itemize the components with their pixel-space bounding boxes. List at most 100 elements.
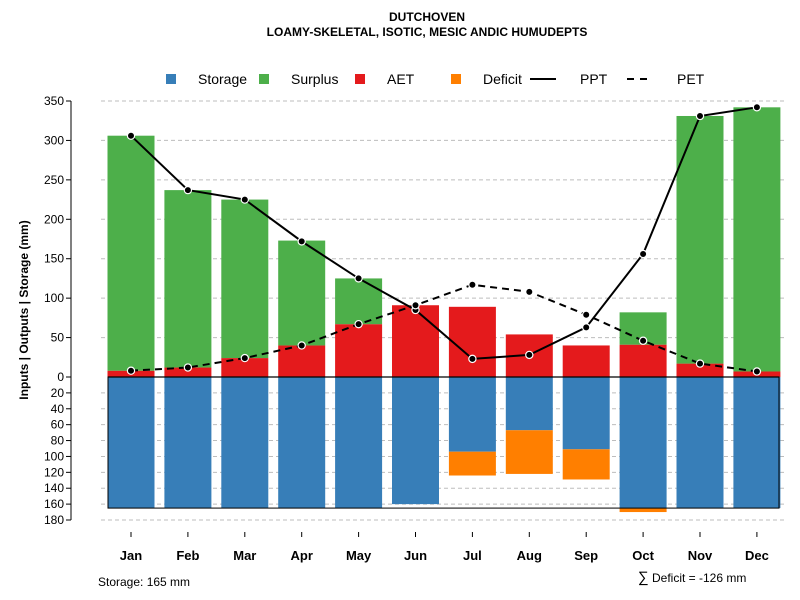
x-tick-label: Mar	[233, 548, 256, 563]
surplus-bar	[221, 199, 269, 359]
surplus-bar	[335, 278, 383, 325]
storage-footer: Storage: 165 mm	[98, 575, 190, 589]
axes: 0501001502002503003502040608010012014016…	[44, 94, 780, 563]
y-tick-label: 350	[44, 94, 64, 108]
pet-point	[183, 363, 193, 372]
legend-swatch	[451, 74, 461, 84]
pet-point	[240, 353, 249, 363]
ppt-point	[638, 249, 648, 259]
x-tick-label: May	[346, 548, 372, 563]
legend-label: PPT	[580, 71, 608, 87]
pet-point	[638, 336, 648, 345]
y-tick-label: 100	[44, 291, 64, 305]
storage-bar	[733, 377, 781, 509]
ppt-point	[183, 185, 193, 195]
aet-bar	[448, 306, 496, 377]
ppt-point	[695, 111, 705, 121]
deficit-symbol: ∑	[638, 569, 649, 586]
legend-label: Storage	[198, 71, 247, 87]
x-tick-label: Jan	[120, 548, 142, 563]
legend-label: Deficit	[483, 71, 522, 87]
aet-bar	[392, 305, 439, 377]
y-tick-label: 20	[51, 386, 65, 400]
legend-label: PET	[677, 71, 705, 87]
y-tick-label: 0	[57, 370, 64, 384]
storage-bar	[335, 377, 383, 509]
y-tick-label: 40	[51, 402, 65, 416]
chart-title: DUTCHOVEN	[389, 10, 465, 24]
surplus-bar	[164, 190, 212, 368]
pet-point	[126, 366, 136, 375]
legend-swatch	[166, 74, 176, 84]
y-tick-label: 140	[44, 481, 64, 495]
y-tick-label: 100	[44, 449, 64, 463]
pet-point	[695, 359, 705, 368]
pet-point	[297, 341, 306, 350]
ppt-point	[354, 274, 363, 283]
pet-point	[525, 287, 534, 297]
y-tick-label: 60	[51, 418, 65, 432]
deficit-bar	[619, 508, 667, 513]
storage-bar	[676, 377, 724, 509]
x-tick-label: Oct	[632, 548, 654, 563]
aet-bar	[562, 345, 610, 377]
storage-bar	[278, 377, 326, 509]
storage-bar	[164, 377, 212, 509]
ppt-point	[525, 350, 534, 360]
legend: Storage Surplus AET Deficit PPT PET	[166, 71, 705, 87]
surplus-bar	[676, 115, 724, 364]
legend-label: AET	[387, 71, 415, 87]
x-tick-label: Jun	[404, 548, 427, 563]
y-tick-label: 180	[44, 513, 64, 527]
legend-swatch	[355, 74, 365, 84]
x-tick-label: Nov	[688, 548, 713, 563]
ppt-point	[240, 195, 249, 204]
pet-point	[411, 301, 420, 310]
deficit-footer: Deficit = -126 mm	[652, 571, 746, 585]
storage-bar	[505, 377, 553, 431]
legend-swatch	[259, 74, 269, 84]
y-tick-label: 250	[44, 173, 64, 187]
y-tick-label: 80	[51, 434, 65, 448]
storage-bar	[221, 377, 269, 509]
ppt-line	[130, 106, 758, 360]
legend-label: Surplus	[291, 71, 338, 87]
x-tick-label: Feb	[176, 548, 199, 563]
storage-bar	[392, 377, 439, 505]
pet-point	[468, 280, 477, 289]
series-lines	[126, 103, 762, 376]
aet-bar	[335, 324, 383, 377]
aet-bar	[221, 358, 269, 377]
surplus-bar	[107, 135, 155, 371]
x-tick-label: Dec	[745, 548, 769, 563]
deficit-bar	[448, 451, 496, 476]
y-tick-label: 300	[44, 133, 64, 147]
deficit-bar	[505, 430, 553, 474]
y-tick-label: 200	[44, 212, 64, 226]
y-tick-label: 150	[44, 252, 64, 266]
surplus-bar	[733, 107, 781, 372]
x-tick-label: Sep	[574, 548, 598, 563]
storage-bar	[619, 377, 667, 509]
storage-bar	[448, 377, 496, 452]
grid-lines	[101, 100, 784, 521]
y-axis-label: Inputs | Outputs | Storage (mm)	[17, 220, 31, 399]
ppt-point	[582, 323, 591, 332]
aet-bar	[164, 367, 212, 377]
surplus-bar	[278, 240, 326, 346]
y-tick-label: 120	[44, 465, 64, 479]
ppt-point	[126, 131, 136, 140]
deficit-bar	[562, 449, 610, 480]
aet-bar	[278, 345, 326, 377]
ppt-point	[752, 103, 762, 112]
pet-point	[582, 310, 591, 319]
x-tick-label: Aug	[517, 548, 542, 563]
aet-bar	[676, 363, 724, 377]
storage-bar	[107, 377, 155, 509]
y-tick-label: 50	[51, 331, 65, 345]
ppt-point	[468, 354, 477, 364]
x-tick-label: Jul	[463, 548, 482, 563]
pet-point	[752, 367, 762, 376]
ppt-point	[297, 237, 306, 246]
